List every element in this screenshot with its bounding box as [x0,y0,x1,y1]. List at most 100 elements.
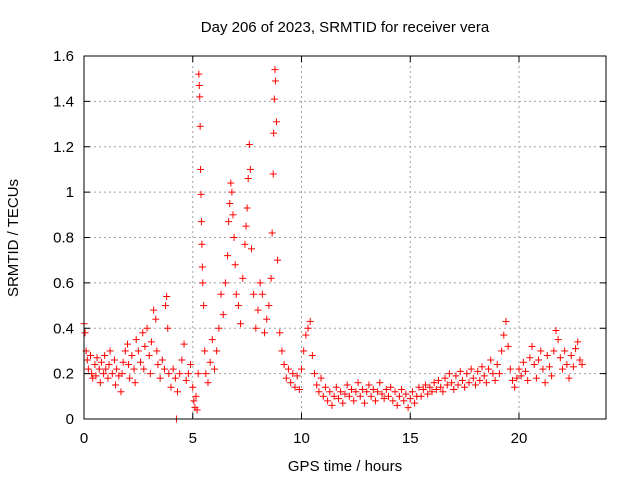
data-point [308,351,316,359]
data-point [543,351,551,359]
data-point [182,376,190,384]
data-point [258,290,266,298]
data-point [311,370,319,378]
data-point [164,324,172,332]
data-point [343,381,351,389]
data-point [160,365,168,373]
data-point [395,392,403,400]
data-point [463,370,471,378]
data-point [134,347,142,355]
data-point [348,386,356,394]
data-point [393,401,401,409]
data-point [485,365,493,373]
data-point [576,356,584,364]
data-point [324,397,332,405]
data-point [374,388,382,396]
data-point [267,274,275,282]
data-point [152,315,160,323]
data-point [578,361,586,369]
data-point [197,218,205,226]
data-point [163,292,171,300]
y-tick-label: 1.4 [53,93,74,110]
data-point [554,336,562,344]
x-tick-label: 20 [511,430,528,447]
data-point [306,317,314,325]
data-point [467,365,475,373]
data-point [158,356,166,364]
data-point [113,365,121,373]
data-point [504,342,512,350]
data-point [572,345,580,353]
data-point [230,234,238,241]
data-point [221,279,229,287]
data-point [567,351,575,359]
data-point [261,329,269,337]
data-point [313,381,321,389]
data-point [169,365,177,373]
data-point [352,388,360,396]
data-point [150,306,158,314]
data-point [147,338,155,346]
data-point [263,315,271,323]
y-tick-label: 1.2 [53,139,74,156]
data-point [287,379,295,387]
data-point [130,365,138,373]
data-point [365,381,373,389]
data-point [556,354,564,362]
data-point [91,361,99,369]
data-point [128,351,136,359]
data-point [276,329,284,337]
data-point [389,397,397,405]
data-point [441,374,449,382]
data-point [530,361,538,369]
data-point [478,363,486,371]
axis-ticks [83,55,606,420]
data-point [195,70,203,78]
data-point [84,365,92,373]
data-point [184,370,192,378]
x-tick-label: 15 [402,430,419,447]
data-point [443,381,451,389]
data-point [252,324,260,332]
data-point [165,370,173,378]
data-point [541,379,549,387]
data-point [213,347,221,355]
data-point [104,374,112,382]
y-tick-label: 0 [66,411,74,428]
data-point [196,93,204,101]
data-point [508,376,516,384]
data-point [445,370,453,378]
y-tick-label: 1 [66,184,74,201]
data-point [112,381,120,389]
data-point [369,386,377,394]
data-point [201,347,209,355]
data-point [237,320,245,328]
data-point [458,376,466,384]
x-tick-label: 0 [80,430,88,447]
data-point [563,361,571,369]
data-point [326,388,334,396]
y-tick-label: 1.6 [53,48,74,65]
data-point [304,324,312,332]
data-point [513,374,521,382]
data-point [194,370,202,378]
data-point [426,383,434,391]
tick-labels: 0 0.2 0.4 0.6 0.8 1 1.2 1.4 1.6 0 5 10 15 20 [53,48,527,447]
data-point [199,279,207,287]
data-point [515,365,523,373]
y-tick-label: 0.8 [53,230,74,247]
data-point [391,388,399,396]
data-point [487,356,495,364]
data-point [319,392,327,400]
data-point [561,347,569,355]
data-point [411,399,419,407]
data-point [229,211,237,219]
data-point [124,340,131,348]
data-point [550,347,558,355]
data-point [419,386,427,394]
data-point [358,386,366,394]
data-point [171,374,179,382]
data-point [517,372,525,380]
data-point [131,379,139,387]
data-point [519,358,527,366]
